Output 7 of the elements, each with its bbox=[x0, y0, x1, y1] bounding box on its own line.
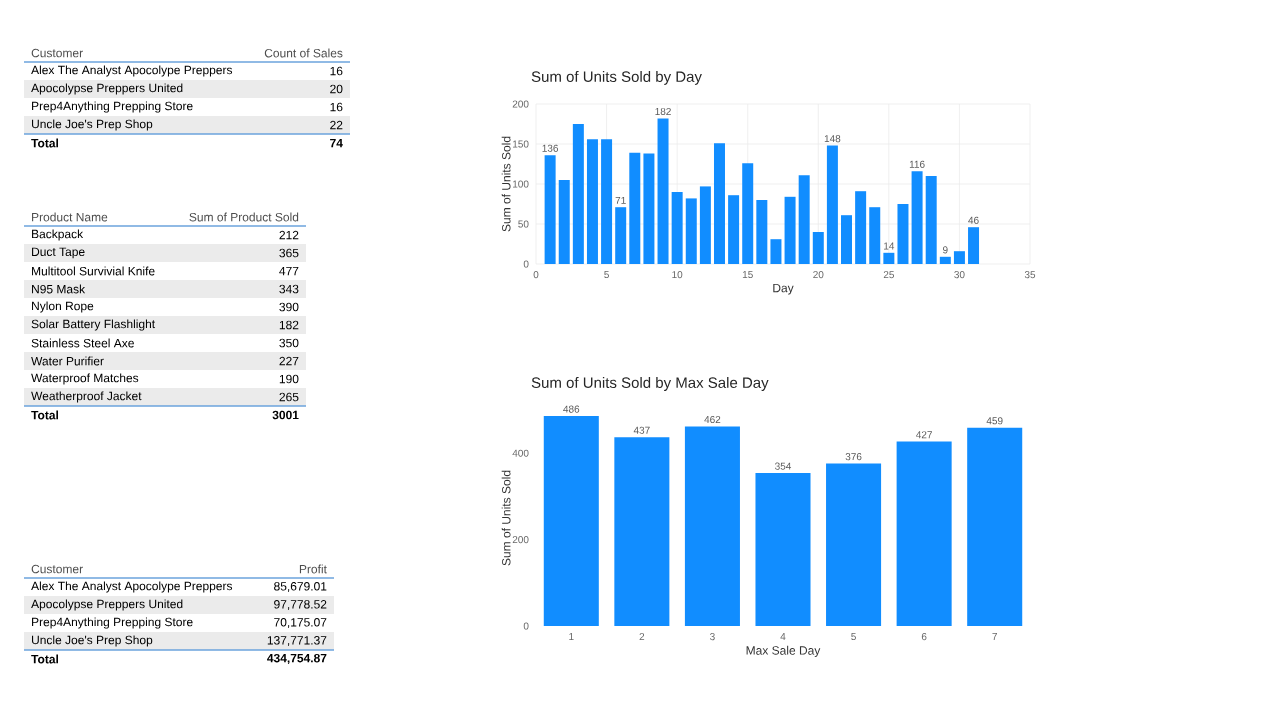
bar bbox=[755, 473, 811, 626]
bar bbox=[614, 437, 670, 626]
bar bbox=[684, 426, 740, 626]
bar bbox=[967, 427, 1023, 626]
bar bbox=[826, 463, 882, 626]
bar bbox=[896, 441, 952, 626]
bar bbox=[543, 416, 599, 626]
